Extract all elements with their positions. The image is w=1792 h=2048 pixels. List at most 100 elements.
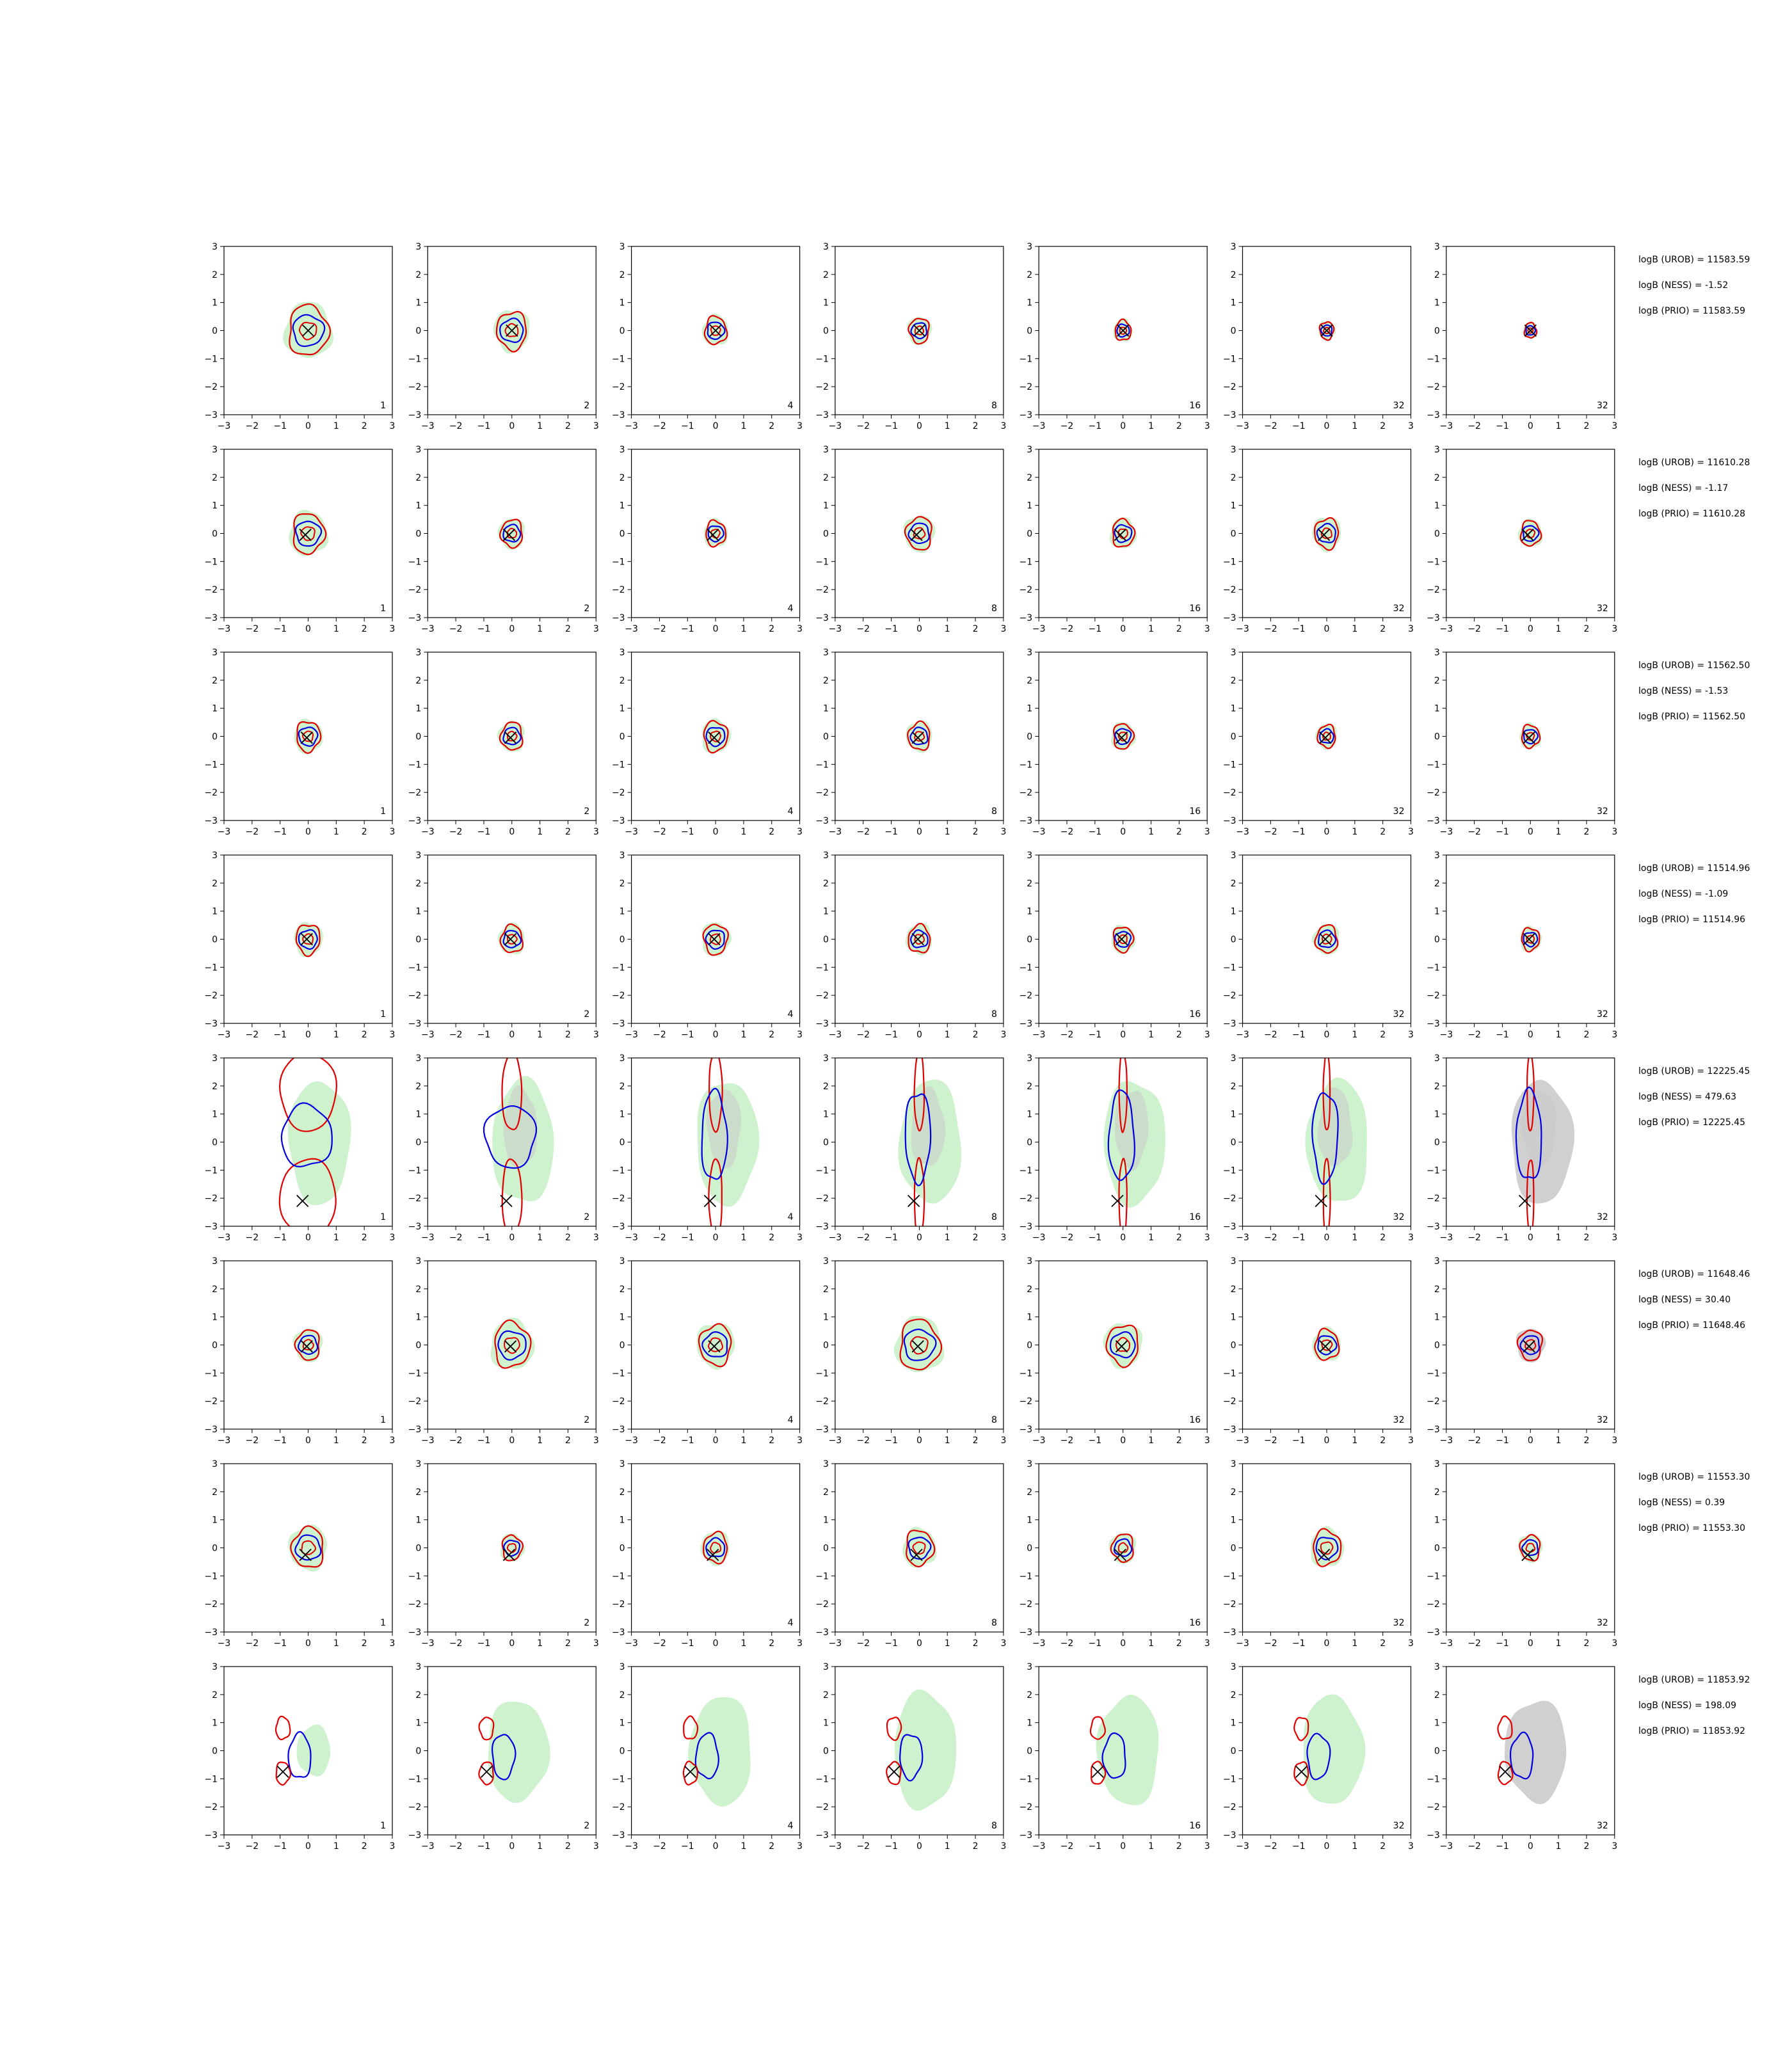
y-tick-label: 3: [823, 1256, 829, 1267]
y-tick-label: 3: [415, 1662, 421, 1672]
x-tick-label: 0: [305, 1436, 311, 1446]
y-tick-label: −3: [408, 410, 422, 420]
y-tick-label: −3: [612, 816, 625, 826]
x-tick-label: −1: [884, 421, 898, 431]
y-tick-label: 0: [415, 1138, 421, 1148]
blue-contour-line: [908, 1536, 932, 1560]
x-tick-label: 2: [1176, 1436, 1182, 1446]
y-tick-label: −3: [408, 613, 422, 623]
x-tick-label: −1: [273, 827, 287, 837]
x-tick-label: −3: [218, 624, 231, 634]
x-tick-label: −1: [884, 624, 898, 634]
y-tick-label: 1: [823, 1313, 829, 1323]
y-tick-label: −2: [612, 991, 625, 1001]
panel-corner-label: 16: [1189, 1415, 1201, 1425]
y-tick-label: 2: [1027, 879, 1032, 889]
red-contour-line: [275, 1761, 292, 1786]
x-tick-label: −2: [1264, 1638, 1277, 1649]
x-tick-label: 1: [333, 421, 339, 431]
true-value-marker: [276, 1765, 289, 1779]
y-tick-label: 2: [620, 1082, 625, 1092]
x-tick-label: 0: [916, 1841, 922, 1852]
y-tick-label: 0: [823, 1544, 829, 1554]
true-value-marker: [1091, 1765, 1104, 1779]
x-tick-label: 2: [769, 1841, 774, 1852]
x-tick-label: 1: [1148, 1436, 1154, 1446]
x-tick-label: −1: [477, 1436, 491, 1446]
y-tick-label: −2: [408, 1396, 422, 1407]
red-contour-line: [682, 1760, 698, 1786]
y-tick-label: −3: [612, 1628, 625, 1638]
x-tick-label: −3: [625, 1436, 638, 1446]
y-tick-label: −2: [1223, 991, 1236, 1001]
x-tick-label: 2: [973, 1030, 979, 1040]
y-tick-label: −1: [204, 1368, 218, 1379]
x-tick-label: 2: [565, 624, 571, 634]
y-tick-label: −1: [815, 963, 829, 973]
y-tick-label: −3: [1020, 1830, 1033, 1841]
x-tick-label: 0: [305, 1638, 311, 1649]
x-tick-label: −1: [1292, 1436, 1306, 1446]
logb-annotation: logB (UROB) = 11562.50: [1638, 660, 1750, 671]
panel-contours: [1311, 1526, 1345, 1567]
y-tick-label: 1: [1434, 1718, 1440, 1729]
y-tick-label: −3: [815, 613, 829, 623]
y-tick-label: 1: [823, 1110, 829, 1120]
y-tick-label: −2: [204, 382, 218, 392]
true-value-marker: [1295, 1765, 1308, 1779]
x-tick-label: 0: [1528, 421, 1533, 431]
x-tick-label: 2: [1380, 624, 1386, 634]
y-tick-label: −1: [1223, 963, 1236, 973]
y-tick-label: −1: [1223, 760, 1236, 770]
panel-contours: [701, 922, 732, 956]
x-tick-label: −3: [829, 1233, 842, 1243]
y-tick-label: 0: [620, 1544, 625, 1554]
y-tick-label: −1: [612, 760, 625, 770]
y-tick-label: 2: [823, 676, 829, 686]
y-tick-label: 0: [415, 1544, 421, 1554]
red-contour-line: [302, 1339, 314, 1350]
panel-contours: [294, 718, 323, 755]
y-tick-label: 3: [620, 1459, 625, 1469]
y-tick-label: −3: [1020, 613, 1033, 623]
x-tick-label: 3: [390, 827, 396, 837]
y-tick-label: 2: [1231, 473, 1236, 483]
x-tick-label: −1: [1496, 1233, 1509, 1243]
y-tick-label: 0: [415, 1341, 421, 1351]
y-tick-label: 3: [212, 242, 218, 252]
x-tick-label: 3: [593, 827, 599, 837]
x-tick-label: −2: [856, 1638, 870, 1649]
x-tick-label: 3: [1408, 1638, 1414, 1649]
red-contour-line: [275, 1715, 291, 1741]
true-value-marker: [1115, 932, 1128, 946]
y-tick-label: −3: [815, 1019, 829, 1029]
x-tick-label: −2: [246, 1638, 259, 1649]
red-contour-line: [1521, 927, 1540, 953]
y-tick-label: −3: [1020, 1222, 1033, 1232]
y-tick-label: 2: [620, 473, 625, 483]
x-tick-label: 3: [1408, 1436, 1414, 1446]
panel-contours: [1315, 723, 1337, 750]
density-fill-area: [1304, 1694, 1366, 1804]
y-tick-label: −3: [1223, 1628, 1236, 1638]
y-tick-label: −2: [408, 585, 422, 595]
x-tick-label: 3: [1000, 1638, 1006, 1649]
y-tick-label: 0: [415, 935, 421, 945]
x-tick-label: 0: [1120, 1030, 1126, 1040]
x-tick-label: 2: [1176, 624, 1182, 634]
x-tick-label: −1: [681, 1841, 694, 1852]
red-contour-line: [1521, 723, 1541, 749]
y-tick-label: 1: [620, 1516, 625, 1526]
x-tick-label: 2: [769, 624, 774, 634]
red-contour-line: [1519, 1533, 1541, 1562]
x-tick-label: −2: [246, 1841, 259, 1852]
x-tick-label: −3: [1032, 1030, 1046, 1040]
x-tick-label: −1: [273, 1841, 287, 1852]
x-tick-label: 3: [1000, 1436, 1006, 1446]
x-tick-label: 0: [713, 1638, 719, 1649]
y-tick-label: 0: [620, 1138, 625, 1148]
blue-contour-line: [1522, 525, 1540, 542]
